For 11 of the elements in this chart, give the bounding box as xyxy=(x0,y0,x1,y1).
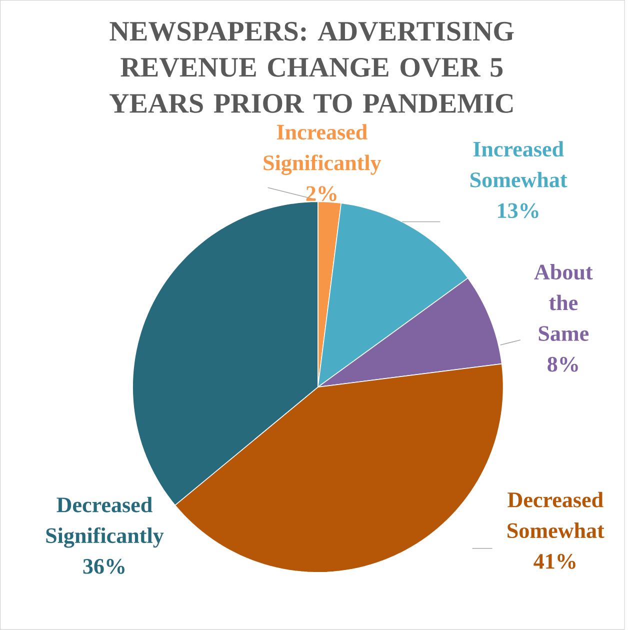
slice-label: Increased Significantly xyxy=(264,124,382,176)
slice-label: Increased Somewhat xyxy=(470,141,568,188)
data-label: 2% xyxy=(306,186,336,202)
slice-label: Decreased Significantly xyxy=(46,496,164,548)
data-label: 8% xyxy=(548,356,578,372)
data-label: 13% xyxy=(498,203,538,218)
chart-title: NEWSPAPERS: ADVERTISING REVENUE CHANGE OVER 5 YEARS PRIOR TO PANDEMIC xyxy=(110,22,514,113)
slice-label: About the Same xyxy=(534,264,593,342)
data-label: 41% xyxy=(534,554,576,569)
slice-label: Decreased Somewhat xyxy=(508,492,604,538)
data-label: 36% xyxy=(83,559,124,574)
